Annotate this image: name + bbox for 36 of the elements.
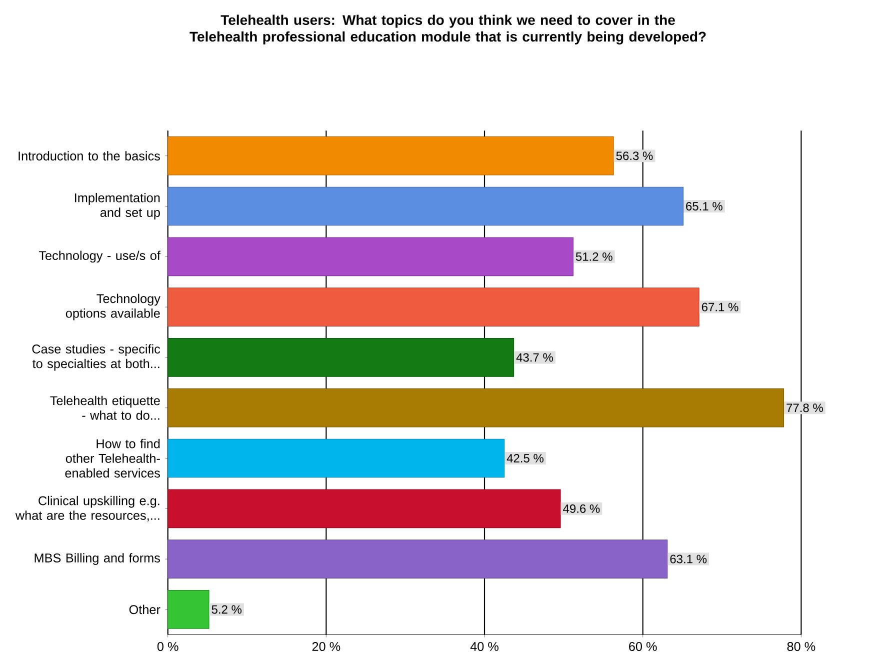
y-tick-label: Telehealth etiquette - what to do... [50, 396, 160, 420]
bar [168, 539, 668, 578]
data-label: 63.1 % [670, 554, 707, 564]
x-tick-label: 60 % [629, 642, 657, 651]
y-tick-label: Technology - use/s of [38, 250, 160, 262]
y-tick-label: Technology options available [66, 294, 160, 320]
data-label: 42.5 % [506, 454, 544, 462]
data-label: 51.2 % [576, 252, 612, 261]
data-label: 77.8 % [786, 403, 823, 412]
x-tick-label: 0 % [157, 642, 178, 651]
bar [168, 489, 561, 528]
bar [168, 388, 784, 428]
bar [168, 186, 684, 226]
y-tick-label: Introduction to the basics [18, 150, 160, 160]
data-label: 67.1 % [702, 302, 738, 312]
data-label: 65.1 % [686, 202, 722, 210]
y-tick-label: Implementation and set up [75, 192, 160, 220]
data-label: 43.7 % [516, 352, 553, 362]
data-label: 56.3 % [616, 151, 653, 160]
bar [168, 287, 700, 326]
data-label: 5.2 % [212, 604, 242, 614]
y-tick-label: MBS Billing and forms [34, 552, 160, 565]
data-label: 49.6 % [563, 504, 600, 513]
x-tick-label: 20 % [312, 642, 340, 651]
chart-title: Telehealth users: What topics do you think we need to cover in the Telehealth professional education module that is currently being developed? [190, 14, 706, 44]
y-tick-label: Case studies - specific to specialties at both... [32, 344, 160, 370]
y-tick-label: How to find other Telehealth-enabled services [65, 438, 160, 478]
bar [168, 338, 514, 377]
bar [168, 237, 574, 276]
bar [168, 136, 614, 176]
x-tick-label: 40 % [470, 642, 498, 651]
y-tick-label: Clinical upskilling e.g. what are the resources,... [15, 496, 160, 522]
y-tick-label: Other [129, 604, 160, 614]
bar [168, 590, 210, 629]
bar [168, 438, 505, 478]
x-tick-label: 80 % [787, 642, 816, 651]
